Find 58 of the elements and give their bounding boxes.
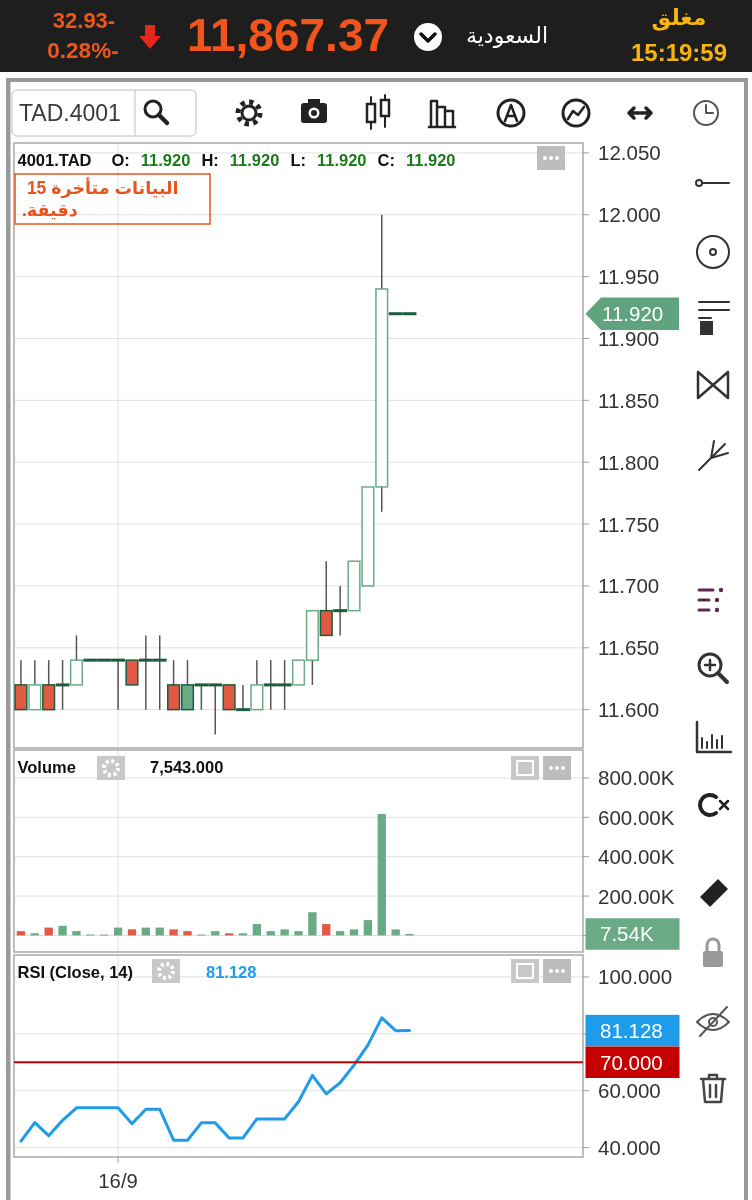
y-tick-label: 600.00K <box>598 805 675 829</box>
y-tick-label: 11.850 <box>598 388 660 412</box>
annotation: 11.920 <box>140 151 191 169</box>
text: 32.93- <box>52 7 116 33</box>
y-tick-label: 40.000 <box>598 1136 661 1160</box>
x-tick-label: 16/9 <box>98 1169 138 1192</box>
bar <box>363 920 373 936</box>
text: RSI (Close, 14) <box>17 963 134 981</box>
y-tick-label: 11.650 <box>598 636 660 660</box>
text: Volume <box>17 758 76 776</box>
text: 0.28%- <box>47 37 119 63</box>
bar <box>391 929 400 936</box>
text: السعودية <box>465 22 549 48</box>
annotation: 11.920 <box>316 151 367 169</box>
y-tick-label: 11.800 <box>598 450 660 474</box>
text: 11.920 <box>602 302 664 326</box>
y-tick-label: 60.000 <box>598 1079 661 1103</box>
y-tick-label: 100.000 <box>598 965 673 989</box>
y-tick-label: 11.900 <box>598 326 660 350</box>
text: TAD.4001 <box>19 100 121 126</box>
text: مغلق <box>651 4 707 31</box>
bar <box>252 924 262 936</box>
annotation: C: <box>377 151 395 169</box>
text: 4001.TAD <box>17 151 92 169</box>
bar <box>322 924 331 936</box>
y-tick-label: 11.600 <box>598 698 660 722</box>
bar <box>169 929 178 936</box>
bar <box>280 929 289 936</box>
text: 11,867.37 <box>186 9 390 61</box>
bar <box>308 912 317 936</box>
bar <box>294 931 303 936</box>
text: 81.128 <box>206 963 257 981</box>
y-tick-label: 12.000 <box>598 203 661 227</box>
bar <box>72 931 81 936</box>
text: 7.54K <box>600 922 654 946</box>
ref-line-label: 70.000 <box>600 1050 663 1074</box>
y-tick-label: 11.700 <box>598 574 660 598</box>
y-tick-label: 200.00K <box>598 884 675 908</box>
line-series <box>19 1016 412 1143</box>
y-tick-label: 11.950 <box>598 265 660 289</box>
annotation: L: <box>290 151 306 169</box>
annotation: O: <box>111 151 130 169</box>
y-tick-label: 11.750 <box>598 512 660 536</box>
text: 15:19:59 <box>630 38 728 66</box>
bar <box>183 931 192 936</box>
text: 81.128 <box>600 1019 663 1043</box>
annotation: H: <box>201 151 219 169</box>
annotation: 11.920 <box>229 151 280 169</box>
y-tick-label: 400.00K <box>598 845 675 869</box>
bar <box>127 929 137 936</box>
y-tick-label: 12.050 <box>598 141 661 165</box>
text: 7,543.000 <box>150 758 224 776</box>
text: البيانات متأخرة 15 دقيقة. <box>22 177 179 220</box>
bar <box>377 813 386 936</box>
y-tick-label: 800.00K <box>598 766 675 790</box>
bar <box>58 925 67 936</box>
annotation: 11.920 <box>405 151 456 169</box>
bar <box>349 929 359 936</box>
